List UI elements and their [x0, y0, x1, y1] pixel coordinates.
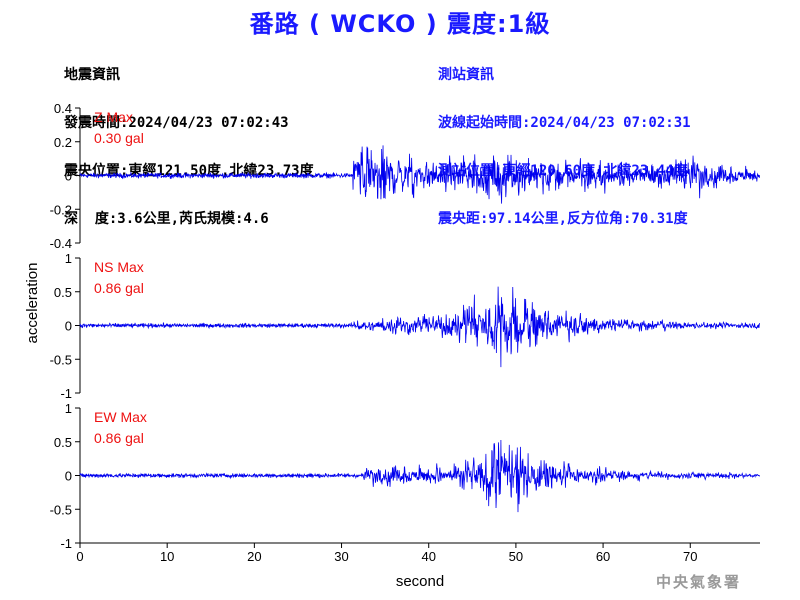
y-tick-label-z: 0 [65, 169, 72, 184]
y-tick-label-ns: 0 [65, 319, 72, 334]
agency-name: 中央氣象署 [656, 573, 742, 591]
earthquake-info: 地震資訊 發震時間:2024/04/23 07:02:43 震央位置:東經121… [64, 35, 314, 243]
max-label-z: Z Max [94, 109, 133, 125]
y-tick-label-z: 0.2 [54, 135, 72, 150]
x-axis-title: second [396, 573, 444, 590]
y-tick-label-ew: 1 [65, 401, 72, 416]
y-tick-label-ns: -0.5 [50, 352, 72, 367]
y-tick-label-ns: -1 [60, 386, 72, 401]
y-tick-label-ew: 0.5 [54, 435, 72, 450]
origin-time: 發震時間:2024/04/23 07:02:43 [64, 115, 289, 131]
x-tick-label: 70 [683, 549, 697, 564]
x-tick-label: 30 [334, 549, 348, 564]
y-tick-label-z: -0.4 [50, 236, 72, 251]
max-value-ew: 0.86 gal [94, 430, 144, 446]
chart-title: 番路 ( WCKO ) 震度:1級 [249, 10, 551, 38]
max-value-ns: 0.86 gal [94, 280, 144, 296]
y-tick-label-ns: 1 [65, 251, 72, 266]
x-tick-label: 50 [509, 549, 523, 564]
waveform-ew [79, 439, 761, 513]
y-tick-label-ns: 0.5 [54, 285, 72, 300]
y-tick-label-ew: 0 [65, 469, 72, 484]
y-tick-label-z: -0.2 [50, 202, 72, 217]
x-tick-label: 0 [76, 549, 83, 564]
y-tick-label-ew: -1 [60, 536, 72, 551]
station-info-heading: 測站資訊 [438, 67, 494, 83]
x-tick-label: 60 [596, 549, 610, 564]
x-tick-label: 20 [247, 549, 261, 564]
station-info: 測站資訊 波線起始時間:2024/04/23 07:02:31 測站位置:東經1… [438, 35, 691, 243]
max-label-ns: NS Max [94, 259, 144, 275]
earthquake-info-heading: 地震資訊 [64, 67, 120, 83]
x-tick-label: 40 [421, 549, 435, 564]
waveform-ns [79, 286, 761, 368]
waveform-z [79, 145, 761, 204]
distance-azimuth: 震央距:97.14公里,反方位角:70.31度 [438, 211, 688, 227]
depth-magnitude: 深 度:3.6公里,芮氏規模:4.6 [64, 211, 269, 227]
max-value-z: 0.30 gal [94, 130, 144, 146]
y-tick-label-ew: -0.5 [50, 502, 72, 517]
x-tick-label: 10 [160, 549, 174, 564]
max-label-ew: EW Max [94, 409, 147, 425]
y-tick-label-z: 0.4 [54, 101, 72, 116]
wave-start-time: 波線起始時間:2024/04/23 07:02:31 [438, 115, 691, 131]
y-axis-title: acceleration [24, 263, 41, 344]
